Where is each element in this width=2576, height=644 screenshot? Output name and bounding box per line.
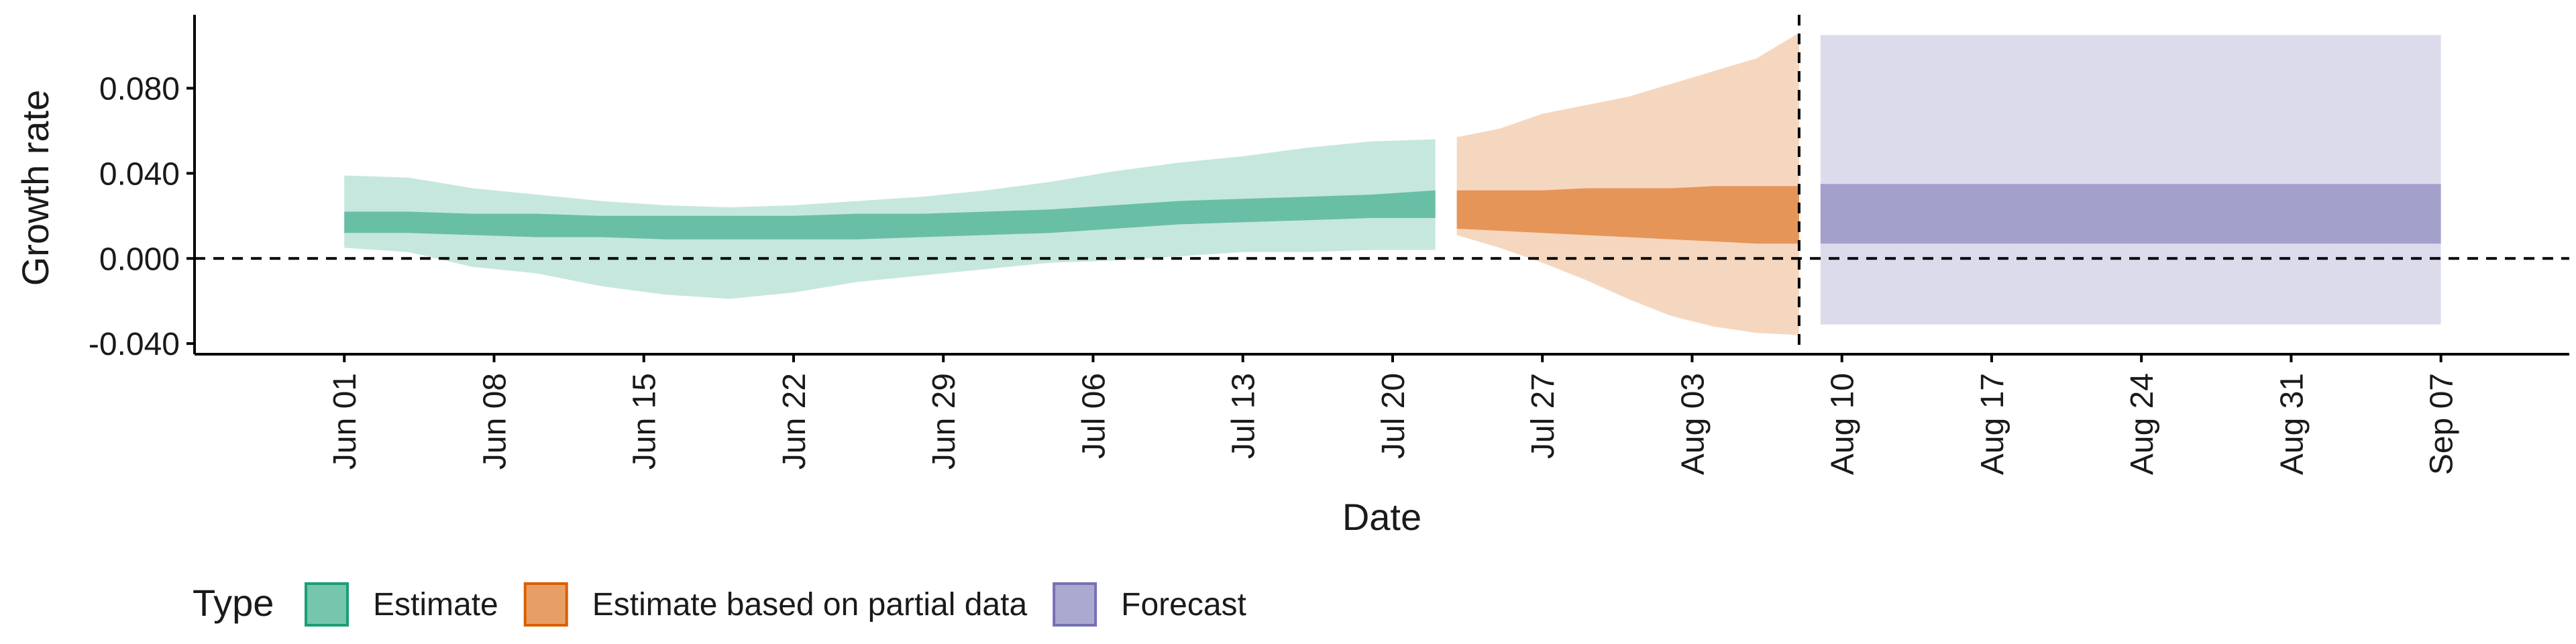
x-tick-label: Aug 10 — [1825, 373, 1861, 475]
x-tick-label: Aug 31 — [2274, 373, 2310, 475]
ribbon-inner-estimate-based-on-partial-data — [1456, 186, 1799, 244]
legend: Type Estimate Estimate based on partial da… — [193, 582, 1246, 627]
x-axis-title: Date — [1342, 496, 1421, 538]
y-tick-label: 0.080 — [99, 72, 180, 107]
ribbon-inner-forecast — [1820, 184, 2441, 244]
legend-label-estimate-based-on-partial-data: Estimate based on partial data — [592, 587, 1028, 623]
x-tick-label: Jul 13 — [1226, 373, 1262, 459]
ribbon-outer-estimate-based-on-partial-data — [1456, 33, 1799, 335]
y-tick-label: -0.040 — [89, 327, 180, 362]
x-tick-label: Jun 22 — [777, 373, 812, 470]
x-tick-label: Jul 27 — [1525, 373, 1561, 459]
x-tick-label: Jun 29 — [926, 373, 962, 470]
y-axis-title: Growth rate — [14, 90, 56, 286]
legend-swatch-forecast — [1053, 582, 1097, 627]
legend-title: Type — [193, 582, 274, 624]
y-tick-label: 0.040 — [99, 156, 180, 192]
x-tick-label: Aug 03 — [1675, 373, 1711, 475]
ribbon-layer — [344, 33, 2441, 335]
x-tick-label: Aug 17 — [1975, 373, 2010, 475]
legend-swatch-estimate — [305, 582, 349, 627]
ribbon-inner-estimate — [344, 190, 1436, 239]
legend-label-forecast: Forecast — [1121, 587, 1246, 623]
x-tick-label: Jun 01 — [327, 373, 363, 470]
x-tick-label: Jun 08 — [478, 373, 513, 470]
x-tick-label: Jul 06 — [1077, 373, 1112, 459]
ribbon-outer-forecast — [1820, 35, 2441, 325]
legend-swatch-estimate-based-on-partial-data — [523, 582, 568, 627]
x-tick-label: Jul 20 — [1376, 373, 1411, 459]
axes: -0.040 0.000 0.040 0.080 Jun 01 Jun 08 Jun 15 J… — [89, 15, 2569, 475]
reference-lines — [195, 15, 2569, 354]
x-tick-label: Jun 15 — [627, 373, 663, 470]
x-tick-label: Aug 24 — [2125, 373, 2160, 475]
y-tick-label: 0.000 — [99, 241, 180, 277]
legend-label-estimate: Estimate — [373, 587, 498, 623]
x-tick-label: Sep 07 — [2424, 373, 2460, 475]
